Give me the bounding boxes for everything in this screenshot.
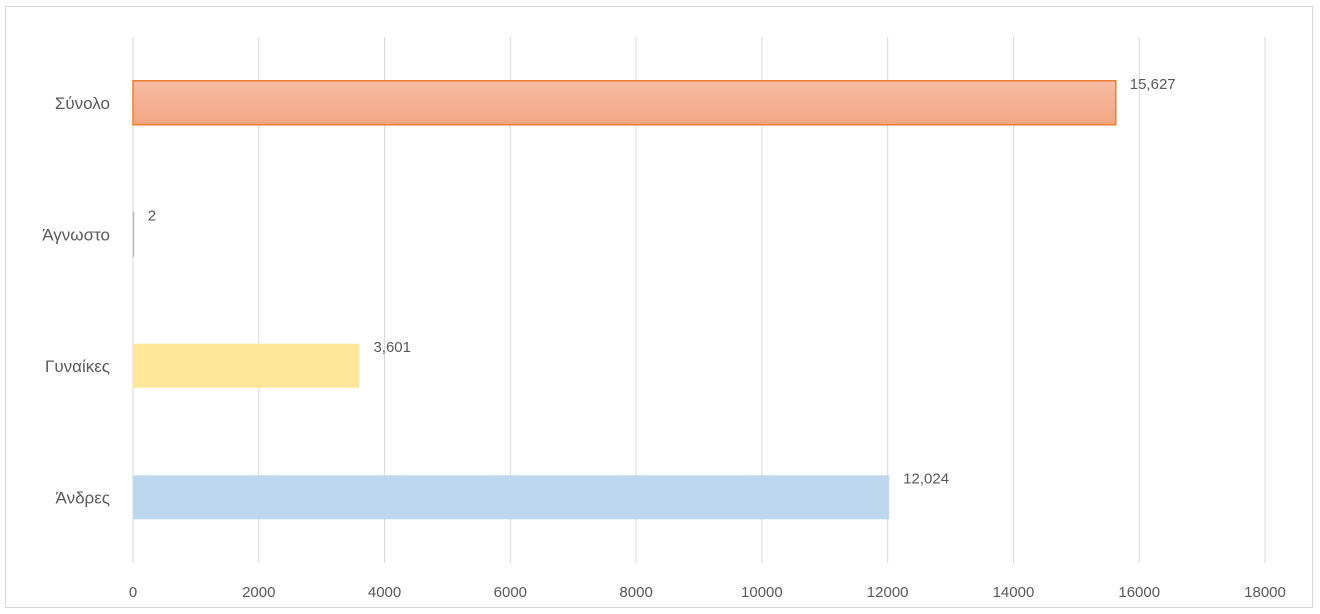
x-tick-label: 10000 bbox=[741, 584, 783, 601]
category-label-andres: Άνδρες bbox=[56, 488, 110, 507]
bar-andres bbox=[133, 475, 890, 520]
x-tick-label: 4000 bbox=[368, 584, 401, 601]
labels: 0 2000 4000 6000 8000 10000 12000 14000 16000 180… bbox=[42, 76, 1286, 601]
data-label-andres: 12,024 bbox=[903, 470, 949, 487]
bar-gynaikes bbox=[133, 343, 360, 388]
category-label-agnosto: Άγνωστο bbox=[42, 225, 110, 244]
x-tick-label: 18000 bbox=[1244, 584, 1286, 601]
bars bbox=[132, 80, 1117, 520]
bar-agnosto bbox=[132, 211, 135, 257]
bar-synolo bbox=[132, 80, 1117, 126]
x-tick-label: 6000 bbox=[494, 584, 527, 601]
data-label-gynaikes: 3,601 bbox=[373, 339, 411, 356]
x-tick-label: 14000 bbox=[993, 584, 1035, 601]
data-label-agnosto: 2 bbox=[148, 207, 156, 224]
category-label-synolo: Σύνολο bbox=[55, 94, 110, 113]
data-label-synolo: 15,627 bbox=[1130, 76, 1176, 93]
x-tick-label: 12000 bbox=[867, 584, 909, 601]
x-tick-label: 2000 bbox=[242, 584, 275, 601]
category-label-gynaikes: Γυναίκες bbox=[45, 357, 110, 376]
x-tick-label: 8000 bbox=[619, 584, 652, 601]
x-tick-label: 16000 bbox=[1118, 584, 1160, 601]
x-tick-label: 0 bbox=[129, 584, 137, 601]
